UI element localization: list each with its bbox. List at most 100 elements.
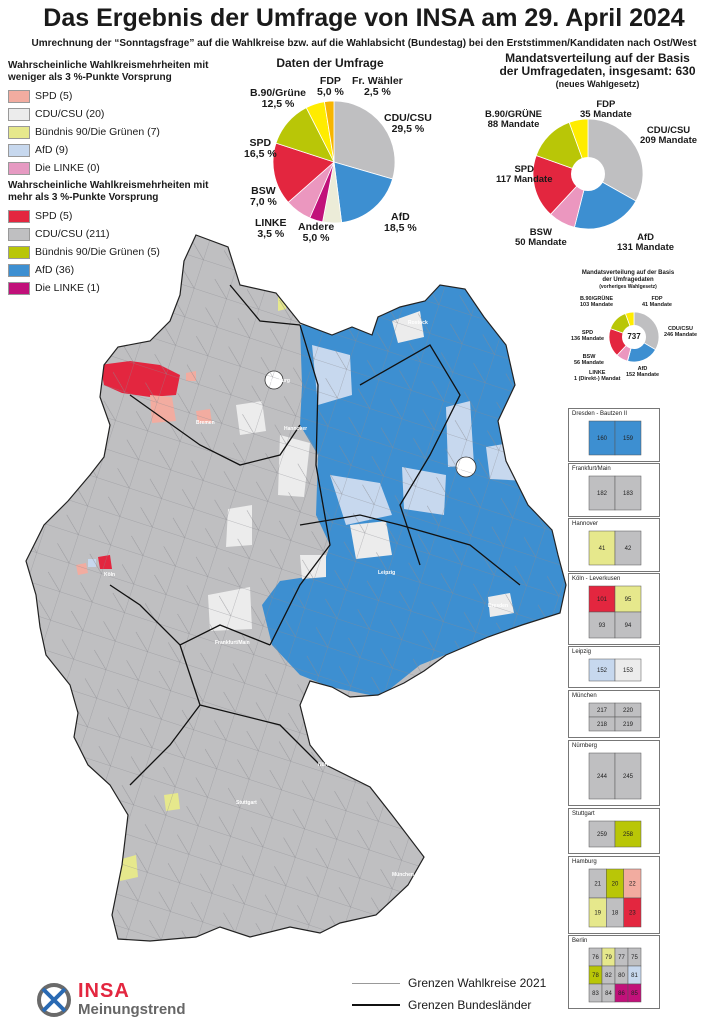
legend-label: Die LINKE (0) <box>35 162 100 174</box>
pie-label-cdu-csu: CDU/CSU 209 Mandate <box>640 125 698 146</box>
inset-district-label: 152 <box>597 668 608 674</box>
inset-district-label: 182 <box>597 491 608 497</box>
inset-title: Frankfurt/Main <box>572 466 611 472</box>
map-city-label: Dresden <box>488 603 509 609</box>
legend-label: CDU/CSU (20) <box>35 108 105 120</box>
pie-slice-fr-w-hler <box>323 100 335 163</box>
pie-label-bsw: BSW 7,0 % <box>250 185 277 208</box>
inset-district <box>588 611 616 639</box>
seats-new-heading-2: der Umfragedaten, insgesamt: 630 <box>499 64 696 78</box>
inset-berlin: Berlin 76 79 77 75 78 82 80 81 83 84 86 85 <box>568 935 660 1009</box>
map-city-label: Berlin <box>458 466 473 472</box>
poll-pie-title: Daten der Umfrage <box>276 56 384 70</box>
inset-leipzig: Leipzig 152 153 <box>568 646 660 688</box>
legend-swatch <box>8 209 30 223</box>
legend-strong: Wahrscheinliche Wahlkreismehrheiten mit … <box>8 180 223 297</box>
legend-label: Die LINKE (1) <box>35 282 100 294</box>
pie-label-afd: AfD 131 Mandate <box>617 232 675 253</box>
map-city-label: Nürnberg <box>318 762 341 768</box>
seats-new-pie-chart <box>532 118 644 230</box>
legend-swatch <box>8 143 30 157</box>
inset-district <box>614 475 642 511</box>
legend-swatch <box>8 263 30 277</box>
inset-title: Hamburg <box>572 859 597 865</box>
inset-map: 101 95 93 94 <box>588 585 642 639</box>
pie-label-fdp: FDP 41 Mandate <box>642 296 672 308</box>
wahlkreise-legend-label: Grenzen Wahlkreise 2021 <box>408 976 547 990</box>
seats-old-pie-chart <box>608 311 660 363</box>
inset-district-label: 183 <box>623 491 634 497</box>
pie-center-hole <box>571 157 605 191</box>
seats-old-total: 737 <box>627 332 641 341</box>
inset-district <box>614 611 642 639</box>
poll-pie-chart <box>272 100 396 224</box>
inset-district-label: 220 <box>623 708 634 714</box>
inset-hamburg: Hamburg 21 20 22 19 18 23 <box>568 856 660 934</box>
insa-logo-brand: INSA <box>78 980 130 1002</box>
inset-map: 217 220 218 219 <box>588 702 642 732</box>
inset-map: 244 245 <box>588 752 642 800</box>
inset-district-label: 218 <box>597 722 608 728</box>
inset-map: 76 79 77 75 78 82 80 81 83 84 86 85 <box>588 947 642 1003</box>
legend-label: Bündnis 90/Die Grünen (5) <box>35 246 160 258</box>
inset-m-nchen: München 217 220 218 219 <box>568 690 660 738</box>
legend-swatch <box>8 125 30 139</box>
seats-new-heading: Mandatsverteilung auf der Basis der Umfr… <box>475 52 720 91</box>
insa-logo: INSA Meinungstrend <box>36 980 226 1020</box>
inset-map: 182 183 <box>588 475 642 511</box>
inset-district-label: 75 <box>631 955 638 961</box>
inset-district <box>614 585 642 613</box>
inset-district-label: 18 <box>612 911 619 917</box>
pie-slice-afd <box>333 161 394 223</box>
inset-district-label: 259 <box>597 832 608 838</box>
inset-district-label: 41 <box>599 546 606 552</box>
inset-title: München <box>572 693 597 699</box>
inset-title: Stuttgart <box>572 811 595 817</box>
inset-district-label: 95 <box>625 597 632 603</box>
inset-title: Hannover <box>572 521 599 527</box>
insa-logo-sub: Meinungstrend <box>78 1001 186 1018</box>
legend-item: Die LINKE (0) <box>8 159 223 177</box>
inset-district <box>623 897 642 928</box>
inset-district-label: 19 <box>594 911 601 917</box>
wahlkreise-legend-row: Grenzen Wahlkreise 2021 <box>352 972 567 994</box>
inset-map: 152 153 <box>588 658 642 682</box>
inset-district-label: 23 <box>629 911 636 917</box>
legend-swatch <box>8 245 30 259</box>
inset-k-ln-leverkusen: Köln - Leverkusen 101 95 93 94 <box>568 573 660 645</box>
inset-district <box>614 420 642 456</box>
inset-district <box>614 658 642 682</box>
pie-slice-spd <box>272 142 335 203</box>
inset-dresden-bautzen-ii: Dresden - Bautzen II 160 159 <box>568 408 660 462</box>
legend-item: SPD (5) <box>8 207 223 225</box>
legend-label: SPD (5) <box>35 210 73 222</box>
pie-slice-cdu-csu <box>333 100 396 180</box>
inset-district-label: 76 <box>592 955 599 961</box>
inset-district-label: 219 <box>623 722 634 728</box>
map-city-label: Leipzig <box>378 570 396 576</box>
inset-district-label: 78 <box>592 973 599 979</box>
legend-item: Bündnis 90/Die Grünen (5) <box>8 243 223 261</box>
pie-label-cdu-csu: CDU/CSU 246 Mandate <box>664 326 698 338</box>
pie-label-bsw: BSW 50 Mandate <box>515 227 567 248</box>
seats-old-heading: Mandatsverteilung auf der Basis der Umfr… <box>565 270 691 291</box>
legend-swatch <box>8 89 30 103</box>
inset-district-label: 160 <box>597 436 608 442</box>
legend-item: Die LINKE (1) <box>8 279 223 297</box>
pie-label-b-90-gr-ne: B.90/GRÜNE 103 Mandate <box>580 296 614 308</box>
legend-weak-heading: Wahrscheinliche Wahlkreismehrheiten mit … <box>8 60 209 83</box>
inset-district-label: 101 <box>597 597 608 603</box>
legend-item: CDU/CSU (20) <box>8 105 223 123</box>
inset-title: Köln - Leverkusen <box>572 576 621 582</box>
bundeslaender-line <box>352 1004 400 1006</box>
inset-district-label: 159 <box>623 436 634 442</box>
inset-map: 21 20 22 19 18 23 <box>588 868 642 928</box>
inset-district-label: 217 <box>597 708 608 714</box>
legend-label: AfD (36) <box>35 264 75 276</box>
map-city-label: Stuttgart <box>236 800 257 806</box>
pie-label-fdp: FDP 5,0 % <box>317 75 344 98</box>
inset-stuttgart: Stuttgart 259 258 <box>568 808 660 854</box>
inset-n-rnberg: Nürnberg 244 245 <box>568 740 660 806</box>
pie-label-fr-w-hler: Fr. Wähler 2,5 % <box>352 75 403 98</box>
map-city-label: Köln <box>104 572 116 578</box>
